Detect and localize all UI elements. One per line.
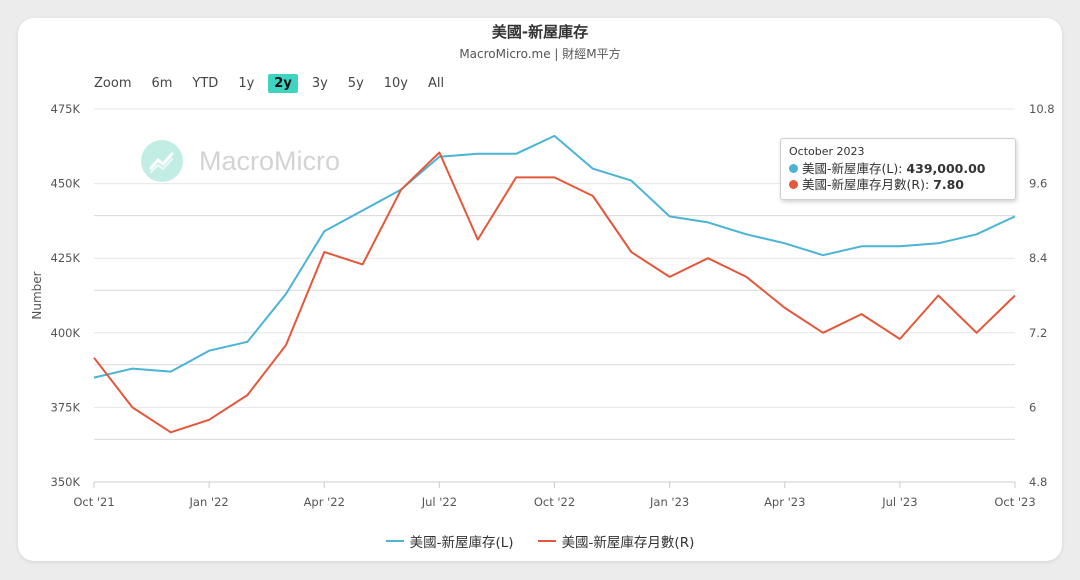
range-button-6m[interactable]: 6m [151,76,173,91]
range-button-10y[interactable]: 10y [383,76,409,91]
x-tick-label: Apr '23 [764,495,805,509]
legend-label: 美國-新屋庫存(L) [409,535,514,551]
series-dot-icon [789,164,798,173]
y-left-tick-label: 475K [51,102,81,116]
range-button-2y[interactable]: 2y [268,74,298,93]
y-left-tick-label: 350K [51,475,81,489]
series-line-months [93,151,1016,434]
chart-legend: 美國-新屋庫存(L) 美國-新屋庫存月數(R) [18,531,1062,551]
x-tick-label: Oct '23 [994,495,1035,509]
y-right-tick-label: 4.8 [1029,475,1047,489]
chart-card: 美國-新屋庫存 MacroMicro.me | 財經M平方 Zoom 6m YT… [18,18,1062,561]
x-tick-label: Apr '22 [304,495,345,509]
x-tick-label: Jul '23 [881,495,917,509]
chart-title: 美國-新屋庫存 [491,23,589,41]
x-tick-label: Oct '22 [534,495,575,509]
tooltip-value: 7.80 [933,177,964,192]
legend-item-inventory[interactable]: 美國-新屋庫存(L) [385,531,514,551]
range-selector: Zoom 6m YTD 1y 2y 3y 5y 10y All [94,74,458,93]
y-left-tick-label: 425K [51,251,81,265]
chart-subtitle: MacroMicro.me | 財經M平方 [459,47,621,61]
tooltip-date: October 2023 [789,145,865,158]
y-right-tick-label: 10.8 [1029,102,1055,116]
watermark-text: MacroMicro [199,145,341,176]
watermark: MacroMicro [141,140,340,182]
range-button-3y[interactable]: 3y [311,76,328,91]
y-left-tick-label: 450K [51,177,81,191]
y-left-tick-label: 400K [51,326,81,340]
range-button-all[interactable]: All [428,76,445,91]
macromicro-logo-icon [141,140,183,182]
y-right-tick-label: 6 [1029,400,1036,414]
tooltip-row-inventory: 美國-新屋庫存(L): 439,000.00 [789,161,1007,177]
y-axis-title: Number [30,271,44,319]
range-button-ytd[interactable]: YTD [192,76,219,91]
y-right-tick-label: 7.2 [1029,326,1047,340]
tooltip-label: 美國-新屋庫存(L): [802,161,907,176]
legend-line-icon [537,540,556,542]
range-button-5y[interactable]: 5y [347,76,364,91]
tooltip-row-months: 美國-新屋庫存月數(R): 7.80 [789,177,1007,193]
y-right-tick-label: 9.6 [1029,177,1047,191]
x-tick-label: Jan '23 [649,495,689,509]
legend-item-months[interactable]: 美國-新屋庫存月數(R) [537,531,695,551]
line-chart[interactable]: 350K 4.8 375K 6 400K 7.2 425K 8.4 450K 9.6 475K 10.… [18,18,1062,561]
zoom-label: Zoom [94,76,132,91]
series-line-inventory [93,134,1016,379]
x-tick-label: Oct '21 [73,495,114,509]
legend-line-icon [385,540,404,542]
tooltip-label: 美國-新屋庫存月數(R): [802,177,934,192]
series-dot-icon [789,180,798,189]
chart-tooltip: October 2023 美國-新屋庫存(L): 439,000.00 美國-新… [780,138,1016,200]
tooltip-value: 439,000.00 [906,161,986,176]
range-button-1y[interactable]: 1y [238,76,255,91]
x-tick-label: Jul '22 [421,495,457,509]
x-tick-label: Jan '22 [189,495,229,509]
legend-label: 美國-新屋庫存月數(R) [561,535,695,551]
y-left-tick-label: 375K [51,400,81,414]
y-right-tick-label: 8.4 [1029,251,1047,265]
